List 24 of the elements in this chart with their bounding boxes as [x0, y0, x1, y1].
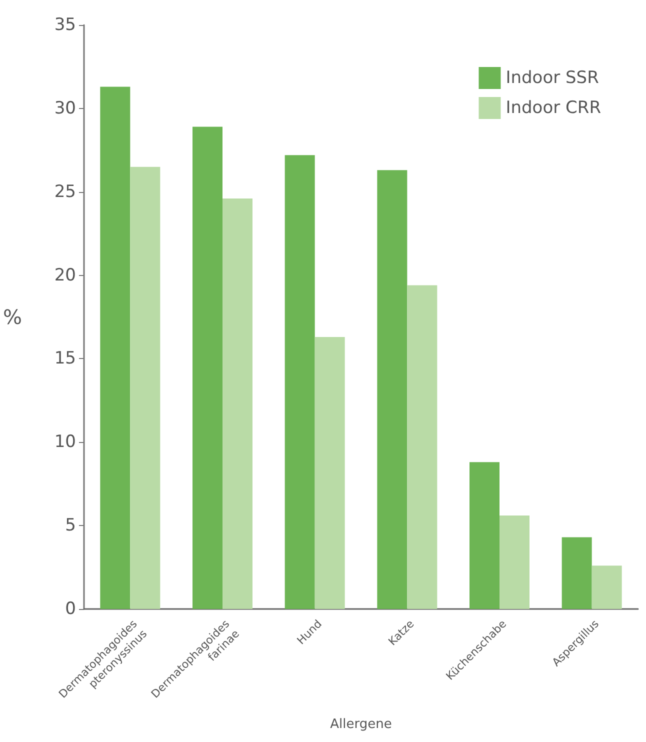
y-tick-label: 20	[54, 265, 76, 286]
bar	[314, 337, 345, 609]
bar	[192, 126, 223, 609]
y-tick-label: 35	[54, 15, 76, 35]
bar	[407, 285, 438, 609]
y-tick-label: 0	[65, 599, 76, 619]
y-tick-label: 25	[54, 182, 76, 202]
legend-label: Indoor CRR	[506, 98, 602, 118]
bar	[222, 198, 253, 609]
y-axis-title: %	[2, 305, 22, 329]
bar	[284, 155, 315, 609]
legend-label: Indoor SSR	[506, 68, 600, 88]
y-tick-label: 10	[54, 432, 76, 452]
bar	[377, 170, 408, 609]
y-tick-label: 5	[65, 516, 76, 536]
bar	[592, 566, 622, 609]
x-axis-title: Allergene	[330, 717, 392, 732]
bar	[100, 86, 130, 609]
bar	[562, 537, 592, 609]
y-tick-label: 30	[54, 98, 76, 118]
bar	[470, 462, 500, 609]
y-tick-label: 15	[54, 348, 76, 369]
bar	[130, 166, 160, 609]
bar	[500, 516, 530, 609]
